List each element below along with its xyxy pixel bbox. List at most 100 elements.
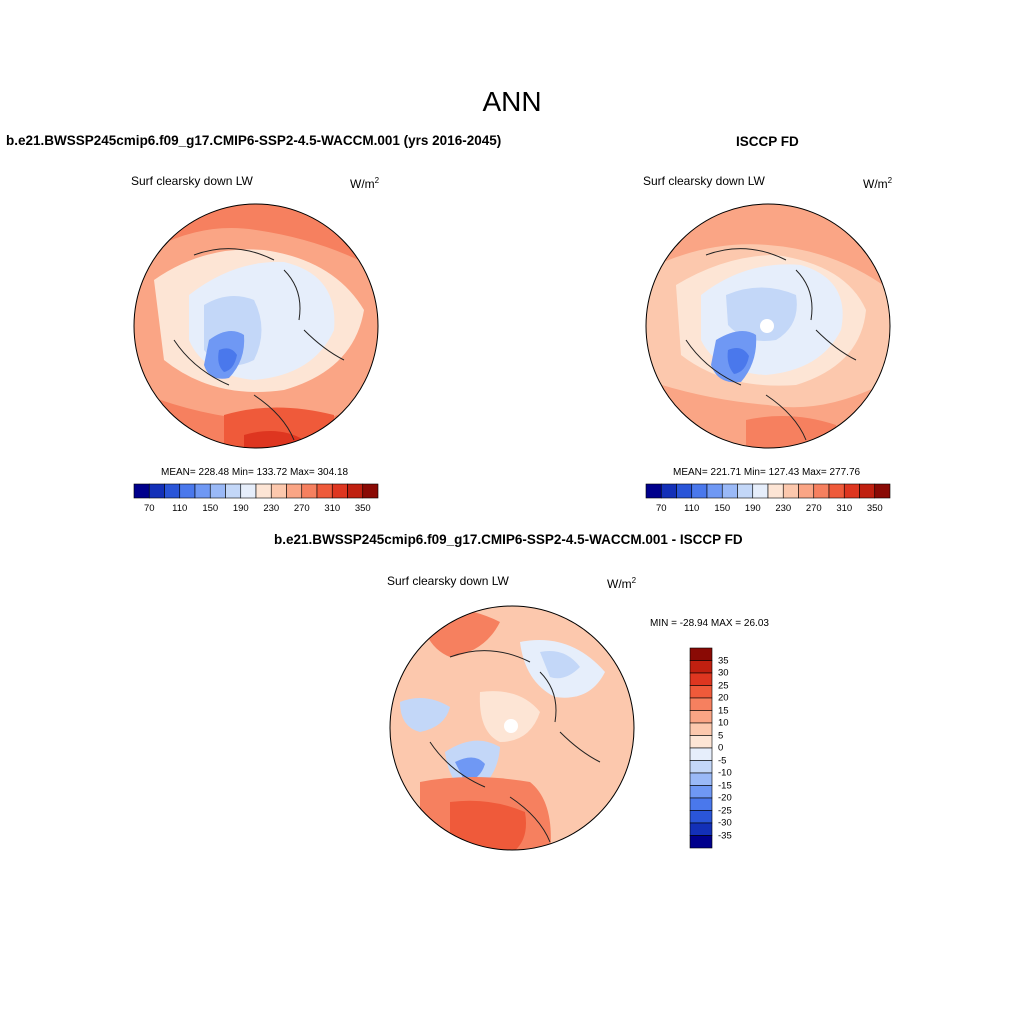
obs-variable-label: Surf clearsky down LW: [643, 174, 765, 188]
model-colorbar-box: [164, 483, 181, 499]
model-colorbar-box: [362, 483, 379, 499]
obs-colorbar-tick-label: 190: [744, 503, 761, 514]
model-colorbar-tick-label: 270: [293, 503, 310, 514]
obs-colorbar-box: [828, 483, 845, 499]
obs-colorbar-tick-label: 110: [684, 503, 700, 514]
model-colorbar-tick-label: 350: [354, 503, 371, 514]
obs-colorbar-box: [874, 483, 891, 499]
model-colorbar-box: [225, 483, 242, 499]
model-colorbar-tick-label: 70: [143, 503, 155, 514]
model-colorbar-box: [255, 483, 272, 499]
model-colorbar-labels: 70 110 150 190 230 270 310 350: [134, 503, 378, 515]
obs-map-greenland-min: [727, 348, 749, 374]
obs-colorbar-box: [660, 483, 677, 499]
obs-colorbar-tick-label: 230: [775, 503, 792, 514]
diff-colorbar-box: [689, 835, 713, 849]
diff-colorbar-tick-label: -25: [718, 805, 732, 816]
obs-colorbar-box: [767, 483, 784, 499]
model-map-greenland-min: [218, 348, 237, 372]
model-units-label: W/m2: [350, 176, 380, 191]
obs-stats: MEAN= 221.71 Min= 127.43 Max= 277.76: [673, 467, 861, 478]
obs-map-atlantic-warm: [746, 416, 836, 448]
diff-colorbar-tick-label: -10: [718, 767, 732, 779]
diff-colorbar-tick-label: -5: [718, 755, 727, 766]
diff-map-pole-hole: [504, 719, 518, 733]
model-colorbar-box: [270, 483, 287, 499]
diff-colorbar-tick-label: 15: [718, 705, 729, 716]
obs-colorbar-box: [813, 483, 830, 499]
diff-colorbar-tick-label: 10: [718, 717, 729, 729]
diff-colorbar-box: [689, 810, 713, 824]
diff-colorbar-box: [689, 660, 713, 674]
obs-colorbar-box: [676, 483, 693, 499]
obs-colorbar-box: [706, 483, 723, 499]
model-panel-title: b.e21.BWSSP245cmip6.f09_g17.CMIP6-SSP2-4…: [6, 133, 502, 148]
diff-colorbar-tick-label: -20: [718, 792, 732, 804]
obs-colorbar: [645, 483, 891, 499]
model-stats: MEAN= 228.48 Min= 133.72 Max= 304.18: [161, 467, 349, 478]
model-colorbar-box: [240, 483, 257, 499]
diff-colorbar-box: [689, 685, 713, 699]
obs-colorbar-box: [798, 483, 815, 499]
model-colorbar-tick-label: 190: [232, 503, 249, 514]
obs-colorbar-box: [782, 483, 799, 499]
obs-colorbar-box: [645, 483, 662, 499]
diff-colorbar-box: [689, 697, 713, 711]
diff-map-coastlines: [429, 650, 601, 843]
diff-variable-label: Surf clearsky down LW: [387, 574, 509, 588]
diff-map-canada-cool: [400, 698, 450, 732]
obs-colorbar-box: [843, 483, 860, 499]
diff-colorbar-box: [689, 722, 713, 736]
diff-map-atlantic-max: [450, 800, 526, 850]
model-colorbar-box: [133, 483, 150, 499]
model-colorbar-tick-label: 230: [263, 503, 280, 514]
obs-colorbar-box: [752, 483, 769, 499]
diff-colorbar: [689, 647, 713, 849]
diff-map-siberia-core: [540, 651, 580, 679]
model-colorbar-box: [331, 483, 348, 499]
model-polar-map: [133, 203, 379, 449]
diff-colorbar-tick-label: 30: [718, 667, 729, 679]
model-colorbar-tick-label: 310: [324, 503, 341, 514]
model-colorbar-box: [179, 483, 196, 499]
diff-colorbar-box: [689, 747, 713, 761]
diff-colorbar-tick-label: 20: [718, 692, 729, 704]
obs-colorbar-box: [737, 483, 754, 499]
obs-map-pole-hole: [760, 319, 774, 333]
model-map-border: [133, 203, 379, 449]
model-colorbar: [133, 483, 379, 499]
model-variable-label: Surf clearsky down LW: [131, 174, 253, 188]
diff-stats: MIN = -28.94 MAX = 26.03: [650, 618, 769, 629]
obs-colorbar-tick-label: 150: [714, 503, 731, 514]
model-colorbar-box: [347, 483, 364, 499]
obs-panel-title: ISCCP FD: [736, 134, 799, 149]
diff-colorbar-box: [689, 785, 713, 799]
diff-colorbar-tick-label: -15: [718, 780, 732, 791]
model-colorbar-tick-label: 110: [172, 503, 188, 514]
obs-colorbar-box: [721, 483, 738, 499]
model-colorbar-box: [316, 483, 333, 499]
model-colorbar-box: [286, 483, 303, 499]
model-colorbar-box: [194, 483, 211, 499]
obs-colorbar-tick-label: 70: [655, 503, 667, 514]
diff-colorbar-box: [689, 710, 713, 724]
diff-colorbar-tick-label: -35: [718, 830, 732, 841]
diff-colorbar-tick-label: 0: [718, 742, 724, 754]
obs-colorbar-box: [691, 483, 708, 499]
obs-units-label: W/m2: [863, 176, 893, 191]
diff-colorbar-tick-label: 5: [718, 730, 724, 741]
model-colorbar-box: [301, 483, 318, 499]
diff-colorbar-labels: 35 30 25 20 15 10 5 0 -5 -10 -15 -20 -25 -30 -35: [718, 648, 758, 848]
obs-colorbar-tick-label: 270: [805, 503, 822, 514]
diff-map-border: [389, 605, 635, 851]
diff-panel-title: b.e21.BWSSP245cmip6.f09_g17.CMIP6-SSP2-4…: [274, 532, 743, 547]
model-colorbar-tick-label: 150: [202, 503, 219, 514]
diff-colorbar-box: [689, 672, 713, 686]
diff-polar-map: [389, 605, 635, 851]
diff-colorbar-box: [689, 772, 713, 786]
diff-colorbar-box: [689, 735, 713, 749]
diff-colorbar-box: [689, 647, 713, 661]
obs-map-border: [645, 203, 891, 449]
diff-units-label: W/m2: [607, 576, 637, 591]
diff-colorbar-box: [689, 797, 713, 811]
